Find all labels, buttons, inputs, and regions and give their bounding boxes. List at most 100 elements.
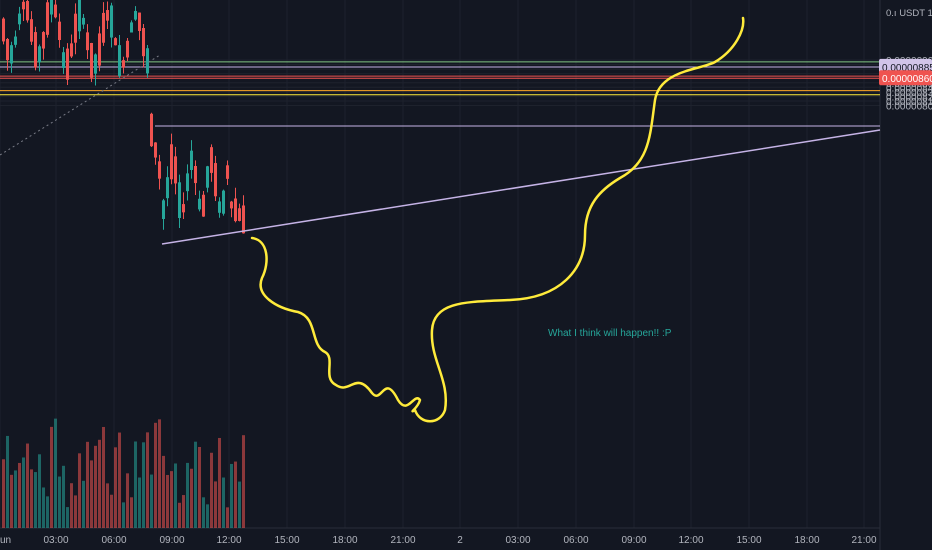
x-tick-label: 03:00 <box>43 535 68 546</box>
x-tick-label: 15:00 <box>274 535 299 546</box>
volume-bar <box>162 455 165 528</box>
volume-bar <box>198 447 201 528</box>
volume-bar <box>234 461 237 528</box>
x-tick-label: 09:00 <box>621 535 646 546</box>
candle-body <box>150 113 153 147</box>
volume-bar <box>14 470 17 528</box>
time-axis[interactable]: un 03:00 06:00 09:00 12:00 15:00 18:00 21:00 2 03… <box>0 535 877 546</box>
price-label-text: 0.00000885 <box>882 63 932 74</box>
volume-bar <box>2 459 5 528</box>
candle-body <box>22 1 25 10</box>
candle-body <box>70 43 73 57</box>
candle-body <box>142 28 145 57</box>
x-tick-label: 12:00 <box>216 535 241 546</box>
volume-bar <box>174 463 177 528</box>
candle-body <box>182 204 185 213</box>
volume-bar <box>186 462 189 528</box>
volume-bar <box>226 507 229 528</box>
volume-bar <box>54 418 57 528</box>
candle-body <box>38 46 41 63</box>
candle-body <box>30 19 33 42</box>
candle-body <box>230 201 233 209</box>
candle-body <box>158 161 161 179</box>
volume-bar <box>90 460 93 528</box>
volume-bars <box>2 418 245 528</box>
candle-body <box>210 147 213 173</box>
x-tick-label: 06:00 <box>101 535 126 546</box>
volume-bar <box>66 507 69 528</box>
candle-body <box>202 194 205 217</box>
volume-bar <box>206 504 209 528</box>
candle-body <box>118 45 121 77</box>
candlesticks <box>2 0 245 234</box>
candle-body <box>74 13 77 43</box>
candle-body <box>78 0 81 32</box>
dotted-trendline <box>0 54 161 156</box>
price-axis[interactable]: 0.000009000.000008900.000008800.00000870… <box>879 56 932 113</box>
candle-body <box>238 208 241 221</box>
volume-bar <box>210 452 213 528</box>
x-tick-label: 09:00 <box>159 535 184 546</box>
volume-bar <box>38 454 41 528</box>
volume-bar <box>222 477 225 528</box>
candle-body <box>110 5 113 38</box>
volume-bar <box>142 442 145 528</box>
candle-body <box>34 32 37 68</box>
volume-bar <box>154 422 157 528</box>
candle-body <box>102 12 105 43</box>
volume-bar <box>126 473 129 528</box>
symbol-header: 0.ı USDT 10 <box>886 8 932 19</box>
grid <box>0 0 881 550</box>
x-tick-label: 21:00 <box>851 535 876 546</box>
volume-bar <box>10 474 13 528</box>
volume-bar <box>86 441 89 528</box>
x-tick-label: 21:00 <box>390 535 415 546</box>
x-tick-label: 18:00 <box>332 535 357 546</box>
candle-body <box>242 205 245 234</box>
candle-body <box>226 165 229 179</box>
volume-bar <box>138 477 141 528</box>
candle-body <box>138 12 141 32</box>
volume-bar <box>102 426 105 528</box>
x-tick-label: 06:00 <box>563 535 588 546</box>
volume-bar <box>114 447 117 528</box>
volume-bar <box>170 471 173 528</box>
candle-body <box>50 0 53 15</box>
volume-bar <box>106 483 109 528</box>
candle-body <box>162 200 165 219</box>
candle-body <box>218 201 221 213</box>
candle-body <box>62 52 65 68</box>
volume-bar <box>214 481 217 528</box>
price-label-box <box>879 70 932 86</box>
candle-body <box>86 32 89 51</box>
volume-bar <box>58 476 61 528</box>
volume-bar <box>70 483 73 528</box>
x-tick-label: 2 <box>457 535 463 546</box>
candle-body <box>154 142 157 158</box>
candle-body <box>58 21 61 41</box>
candle-body <box>190 150 193 170</box>
volume-bar <box>62 465 65 528</box>
price-label-box <box>879 58 932 74</box>
candle-body <box>14 36 17 45</box>
candle-body <box>170 144 173 180</box>
volume-bar <box>190 468 193 528</box>
candle-body <box>134 10 137 20</box>
volume-bar <box>238 481 241 528</box>
volume-bar <box>110 494 113 528</box>
volume-bar <box>122 502 125 528</box>
volume-bar <box>130 497 133 528</box>
volume-bar <box>202 497 205 528</box>
candle-body <box>174 156 177 184</box>
volume-bar <box>34 472 37 528</box>
candle-body <box>18 13 21 25</box>
candle-body <box>90 42 93 78</box>
volume-bar <box>182 495 185 528</box>
candle-body <box>54 4 57 18</box>
candle-body <box>26 1 29 21</box>
candle-body <box>146 48 149 74</box>
